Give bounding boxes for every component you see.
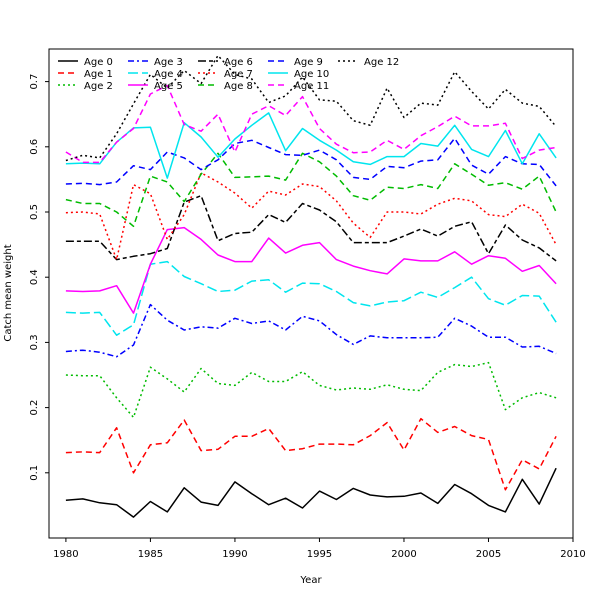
y-tick-label: 0.7	[29, 74, 40, 90]
series-line-age-9	[65, 137, 557, 187]
y-axis: 0.1 0.2 0.3 0.4 0.5 0.6 0.7	[29, 74, 49, 481]
series-line-age-6	[65, 194, 557, 262]
legend-label: Age 1	[84, 69, 113, 80]
series-line-age-11	[65, 84, 557, 164]
legend-label: Age 8	[224, 81, 253, 92]
y-tick-label: 0.5	[29, 204, 40, 220]
legend-label: Age 4	[154, 69, 183, 80]
plot-frame	[48, 48, 574, 539]
legend-label: Age 9	[294, 57, 323, 68]
series-line-age-5	[65, 226, 557, 314]
series-line-age-12	[65, 54, 557, 162]
series-line-age-2	[65, 361, 557, 419]
y-tick-label: 0.4	[29, 269, 40, 285]
series-layer	[65, 54, 557, 518]
series-line-age-8	[65, 152, 557, 228]
y-tick-label: 0.3	[29, 334, 40, 350]
legend-label: Age 7	[224, 69, 253, 80]
series-line-age-0	[65, 467, 557, 518]
x-tick-label: 1995	[307, 549, 332, 560]
x-tick-label: 2000	[391, 549, 416, 560]
series-line-age-7	[65, 172, 557, 261]
x-tick-label: 2010	[560, 549, 585, 560]
y-axis-title: Catch mean weight	[3, 244, 14, 341]
x-tick-label: 1990	[222, 549, 247, 560]
x-tick-label: 2005	[476, 549, 501, 560]
y-tick-label: 0.6	[29, 139, 40, 155]
legend-label: Age 2	[84, 81, 113, 92]
legend-label: Age 6	[224, 57, 253, 68]
x-tick-label: 1980	[53, 549, 78, 560]
x-tick-label: 1985	[138, 549, 163, 560]
legend-label: Age 10	[294, 69, 329, 80]
series-line-age-3	[65, 303, 557, 358]
legend-label: Age 12	[364, 57, 399, 68]
y-tick-label: 0.1	[29, 465, 40, 481]
x-axis-title: Year	[299, 575, 322, 586]
legend-label: Age 5	[154, 81, 183, 92]
series-line-age-10	[65, 112, 557, 179]
x-axis: 1980 1985 1990 1995 2000 2005 2010	[53, 538, 586, 560]
legend-label: Age 0	[84, 57, 113, 68]
series-line-age-1	[65, 417, 557, 491]
series-line-age-4	[65, 260, 557, 336]
legend-label: Age 11	[294, 81, 329, 92]
legend-label: Age 3	[154, 57, 183, 68]
y-tick-label: 0.2	[29, 400, 40, 416]
